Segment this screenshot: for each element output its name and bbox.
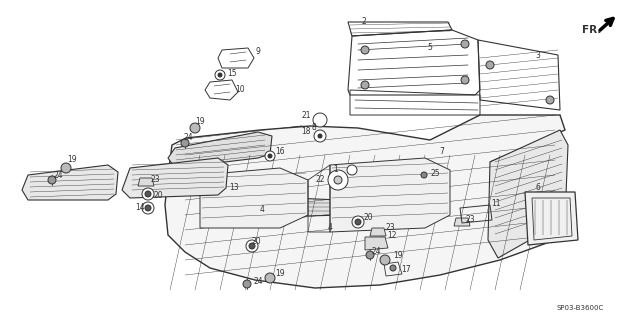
Circle shape [361,81,369,89]
Text: 23: 23 [150,175,160,184]
Circle shape [268,154,272,158]
Circle shape [246,240,258,252]
Circle shape [352,216,364,228]
Text: 20: 20 [153,191,163,201]
Polygon shape [488,130,568,258]
Text: 2: 2 [362,18,366,26]
Circle shape [334,176,342,184]
Text: 24: 24 [53,170,63,180]
Text: 12: 12 [387,232,397,241]
Text: 16: 16 [275,147,285,157]
Circle shape [461,40,469,48]
Text: 17: 17 [401,265,411,275]
Circle shape [366,251,374,259]
Circle shape [355,219,361,225]
Polygon shape [525,192,578,245]
Text: 10: 10 [235,85,245,94]
Circle shape [61,163,71,173]
Circle shape [461,76,469,84]
Circle shape [265,151,275,161]
Text: 4: 4 [260,205,264,214]
Circle shape [421,172,427,178]
Text: 24: 24 [253,278,263,286]
Text: 14: 14 [135,204,145,212]
Text: 23: 23 [385,224,395,233]
Circle shape [361,46,369,54]
Circle shape [145,205,151,211]
Circle shape [313,113,327,127]
Circle shape [48,176,56,184]
Text: 21: 21 [301,112,311,121]
Circle shape [328,170,348,190]
Text: 15: 15 [227,70,237,78]
Circle shape [486,61,494,69]
Text: 8: 8 [312,123,316,132]
Text: 20: 20 [363,213,373,222]
Circle shape [142,188,154,200]
Text: 4: 4 [328,224,332,233]
Circle shape [142,202,154,214]
Polygon shape [165,115,565,288]
Text: SP03-B3600C: SP03-B3600C [556,305,604,311]
Circle shape [190,123,200,133]
Circle shape [318,134,322,138]
Text: 3: 3 [536,50,540,60]
Text: 23: 23 [465,216,475,225]
Text: 20: 20 [251,238,261,247]
Circle shape [145,191,151,197]
Text: 7: 7 [440,147,444,157]
Text: 25: 25 [430,169,440,179]
Polygon shape [138,178,154,186]
Circle shape [314,130,326,142]
Text: FR.: FR. [582,25,602,35]
Text: 5: 5 [428,42,433,51]
Polygon shape [330,158,450,232]
Polygon shape [454,218,470,226]
Polygon shape [370,228,386,236]
Circle shape [243,280,251,288]
Text: 19: 19 [393,251,403,261]
Polygon shape [22,165,118,200]
Circle shape [215,70,225,80]
Polygon shape [220,195,345,218]
Circle shape [265,273,275,283]
Circle shape [546,96,554,104]
Circle shape [347,165,357,175]
Text: 1: 1 [333,166,339,174]
Circle shape [380,255,390,265]
Circle shape [218,73,222,77]
Polygon shape [122,158,228,198]
Text: 11: 11 [492,199,500,209]
Text: 13: 13 [229,183,239,192]
Text: 6: 6 [536,183,540,192]
Text: 24: 24 [371,248,381,256]
Text: 19: 19 [195,117,205,127]
Text: 19: 19 [275,270,285,278]
Polygon shape [168,132,272,168]
Polygon shape [200,168,308,228]
Text: 19: 19 [67,155,77,165]
Circle shape [249,243,255,249]
Circle shape [390,265,396,271]
Text: 24: 24 [183,133,193,143]
Text: 18: 18 [301,128,311,137]
Circle shape [181,139,189,147]
Text: 22: 22 [316,175,324,184]
Polygon shape [365,237,388,250]
Text: 9: 9 [255,48,260,56]
